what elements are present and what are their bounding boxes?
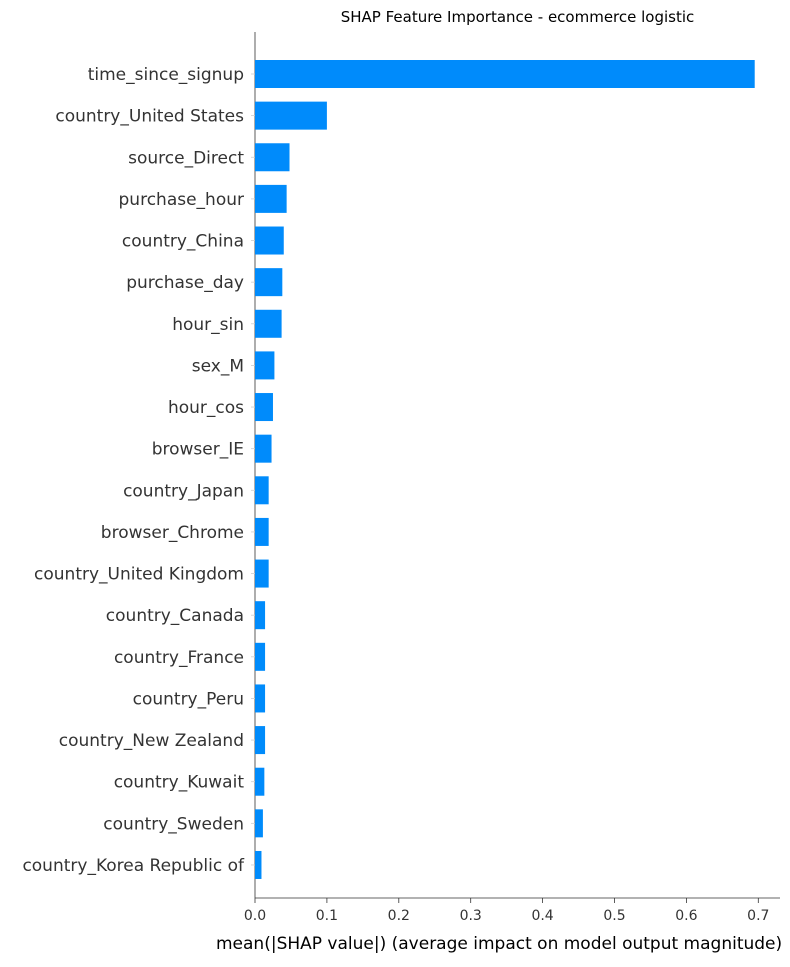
x-tick-label: 0.0 — [244, 908, 266, 924]
x-tick-label: 0.5 — [603, 908, 625, 924]
bar-hour-cos — [255, 393, 273, 422]
y-tick-label: country_Peru — [133, 689, 244, 709]
bar-country-korea-republic-of — [255, 850, 262, 879]
y-tick-label: sex_M — [192, 356, 244, 376]
y-tick-label: country_France — [114, 648, 244, 668]
y-tick-label: browser_Chrome — [101, 523, 244, 543]
bar-country-canada — [255, 601, 266, 630]
x-tick-label: 0.2 — [388, 908, 410, 924]
y-tick-label: browser_IE — [152, 440, 244, 460]
x-axis-label: mean(|SHAP value|) (average impact on mo… — [216, 934, 782, 954]
y-tick-label: country_Korea Republic of — [22, 856, 245, 876]
y-tick-label: purchase_hour — [119, 190, 244, 210]
bar-country-peru — [255, 684, 266, 713]
x-tick-label: 0.7 — [747, 908, 769, 924]
bar-hour-sin — [255, 309, 282, 338]
x-tick-label: 0.4 — [531, 908, 553, 924]
y-tick-label: country_United States — [55, 107, 244, 127]
y-tick-label: purchase_day — [126, 273, 244, 293]
bar-sex-m — [255, 351, 275, 380]
bar-purchase-hour — [255, 184, 287, 213]
bar-country-kuwait — [255, 767, 265, 796]
chart-title: SHAP Feature Importance - ecommerce logi… — [340, 8, 695, 26]
y-tick-label: country_Canada — [106, 606, 244, 626]
y-tick-label: country_Japan — [123, 481, 244, 501]
y-tick-label: hour_cos — [168, 398, 244, 418]
y-tick-label: country_China — [122, 232, 244, 252]
bar-country-united-states — [255, 101, 327, 130]
y-tick-label: hour_sin — [172, 315, 244, 335]
bar-country-france — [255, 642, 266, 671]
bar-country-china — [255, 226, 284, 255]
bar-browser-ie — [255, 434, 272, 463]
bar-time-since-signup — [255, 60, 755, 88]
y-tick-label: country_New Zealand — [59, 731, 244, 751]
x-tick-label: 0.1 — [316, 908, 338, 924]
bar-country-sweden — [255, 809, 263, 838]
bar-country-united-kingdom — [255, 559, 269, 588]
bar-country-new-zealand — [255, 726, 266, 755]
x-tick-label: 0.3 — [460, 908, 482, 924]
bar-purchase-day — [255, 268, 283, 297]
y-tick-label: country_Sweden — [103, 814, 244, 834]
y-tick-label: country_United Kingdom — [34, 565, 244, 585]
y-tick-label: source_Direct — [128, 148, 244, 168]
bar-browser-chrome — [255, 517, 269, 546]
y-tick-label: country_Kuwait — [114, 773, 245, 793]
bar-country-japan — [255, 476, 269, 505]
x-tick-label: 0.6 — [675, 908, 697, 924]
y-tick-label: time_since_signup — [88, 65, 244, 85]
bar-source-direct — [255, 143, 290, 172]
